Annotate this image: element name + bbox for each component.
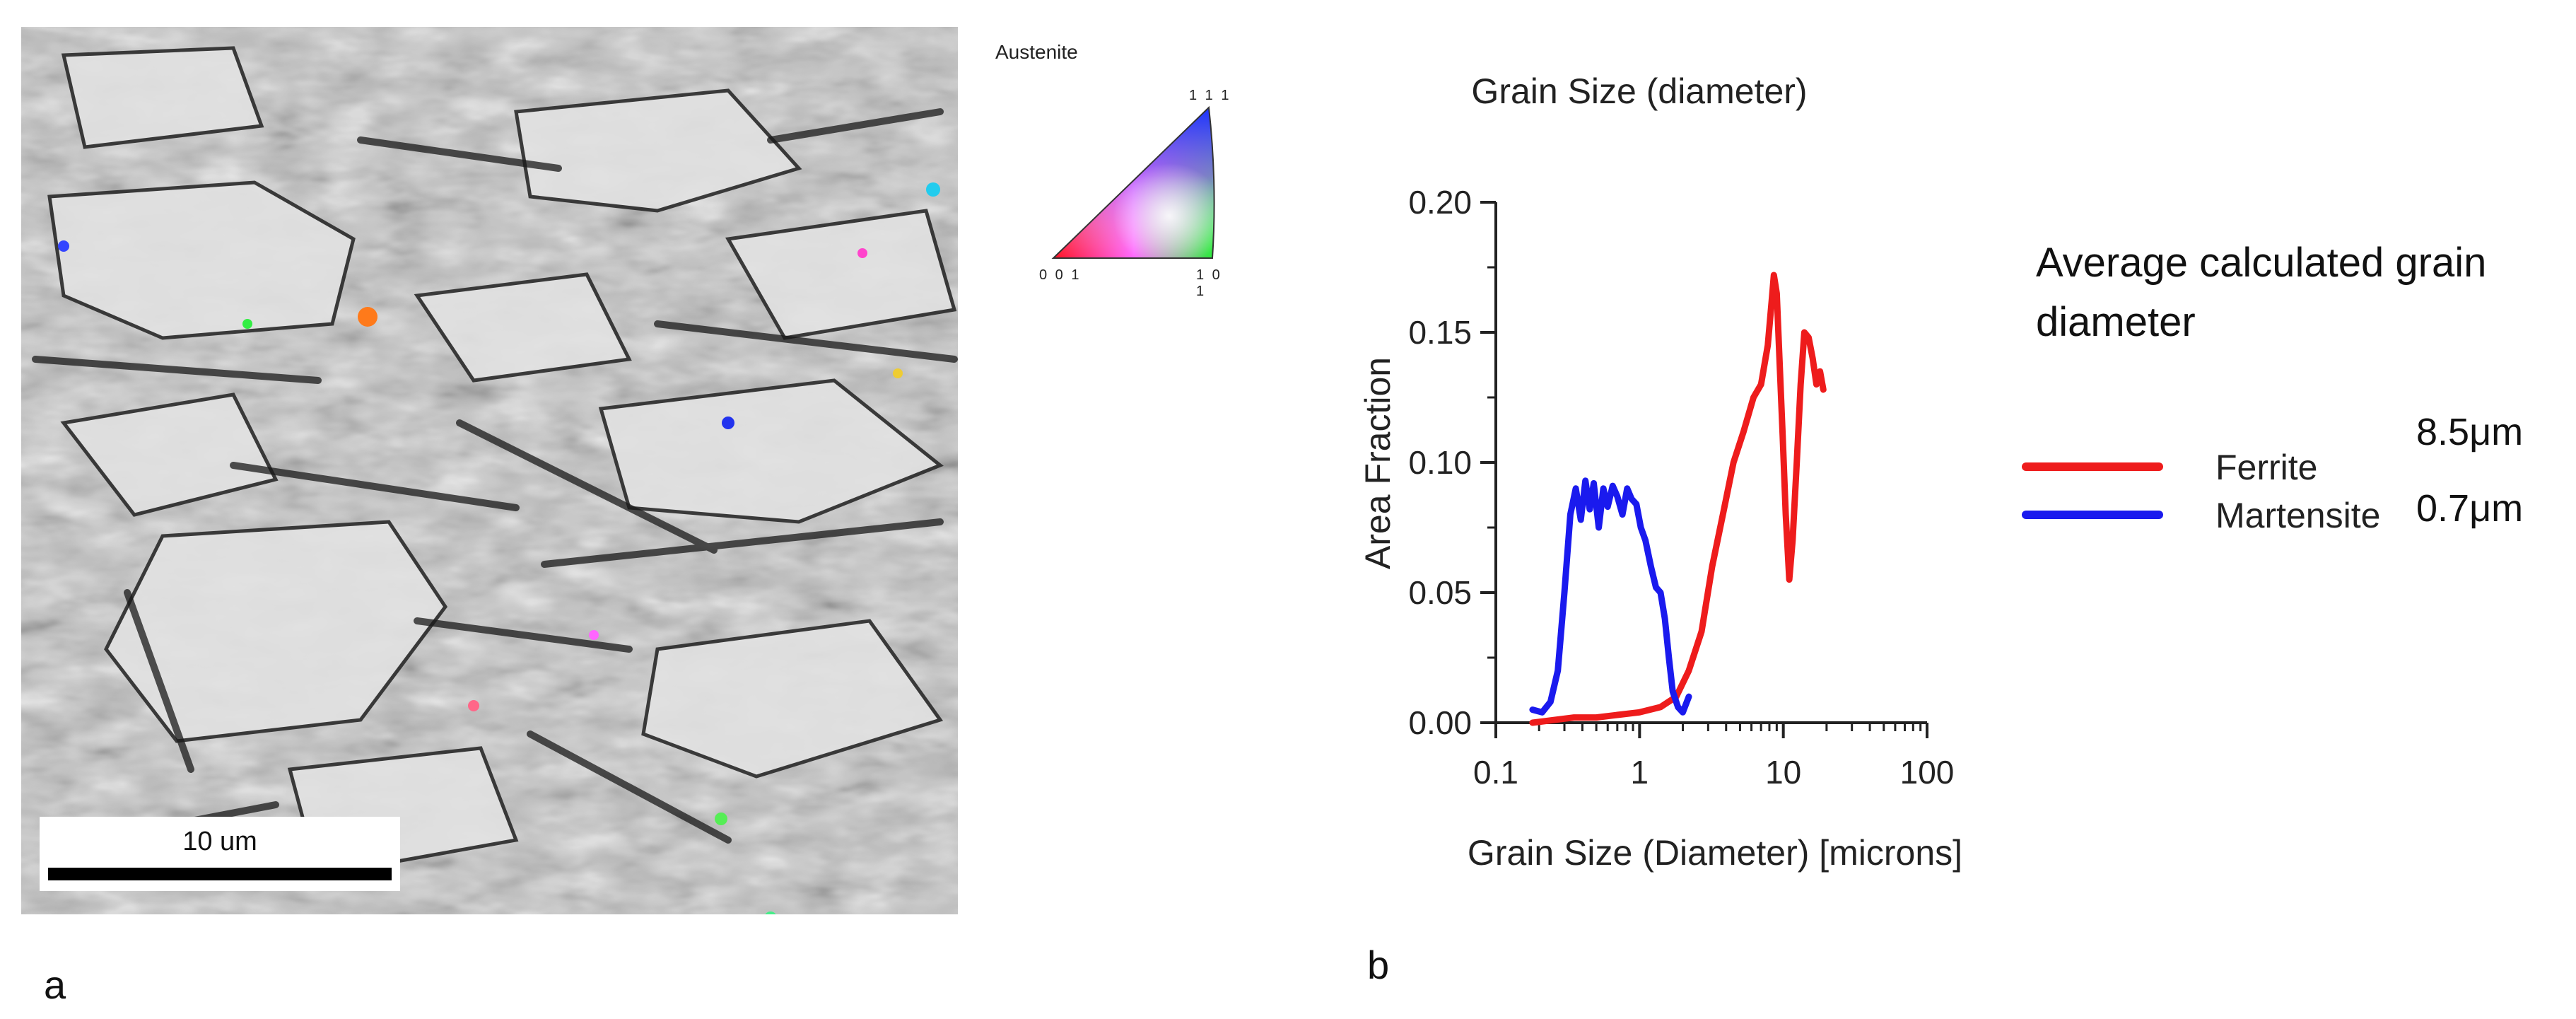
legend-label-ferrite: Ferrite — [2215, 448, 2318, 487]
chart-title: Grain Size (diameter) — [1471, 71, 1807, 111]
x-tick-label: 10 — [1765, 754, 1801, 791]
y-tick-label: 0.10 — [1408, 444, 1472, 481]
y-tick-label: 0.20 — [1408, 184, 1472, 221]
scale-bar: 10 um — [40, 817, 400, 891]
ipf-label-101: 1 0 1 — [1196, 267, 1222, 299]
legend-label-martensite: Martensite — [2215, 496, 2381, 535]
scale-bar-label: 10 um — [182, 827, 257, 856]
chart-series-group — [1529, 272, 1827, 726]
ipf-title: Austenite — [995, 41, 1078, 63]
micrograph-texture — [21, 27, 958, 914]
series-line-ferrite — [1529, 272, 1827, 726]
panel-b-label: b — [1367, 943, 1390, 987]
chart-y-axis-label: Area Fraction — [1358, 357, 1398, 569]
y-tick-label: 0.05 — [1408, 574, 1472, 611]
legend-swatch-martensite — [2022, 511, 2163, 519]
chart-x-axis-label: Grain Size (Diameter) [microns] — [1468, 833, 1962, 873]
grain-size-chart: Grain Size (diameter) Area Fraction Grai… — [1358, 71, 1962, 873]
ipf-triangle — [1051, 105, 1215, 259]
x-tick-label: 1 — [1631, 754, 1649, 791]
series-line-martensite — [1529, 477, 1692, 716]
chart-axes: 0.00 0.05 0.10 0.15 0.20 0.1 1 10 100 — [1408, 184, 1954, 791]
ipf-label-001: 0 0 1 — [1039, 267, 1082, 283]
ferrite-average-value: 8.5μm — [2416, 411, 2524, 453]
martensite-average-value: 0.7μm — [2416, 487, 2524, 530]
y-tick-label: 0.15 — [1408, 314, 1472, 351]
ebsd-micrograph — [21, 27, 958, 914]
x-tick-label: 0.1 — [1473, 754, 1518, 791]
x-tick-label: 100 — [1900, 754, 1955, 791]
ipf-label-111: 1 1 1 — [1189, 88, 1231, 103]
panel-a-label: a — [44, 962, 66, 1007]
ipf-color-key: 1 1 1 0 0 1 1 0 1 — [1039, 85, 1237, 301]
average-diameter-title: Average calculated grain diameter — [2036, 240, 2487, 345]
legend-swatch-ferrite — [2022, 462, 2163, 471]
y-tick-label: 0.00 — [1408, 704, 1472, 741]
scale-bar-line — [48, 868, 392, 880]
